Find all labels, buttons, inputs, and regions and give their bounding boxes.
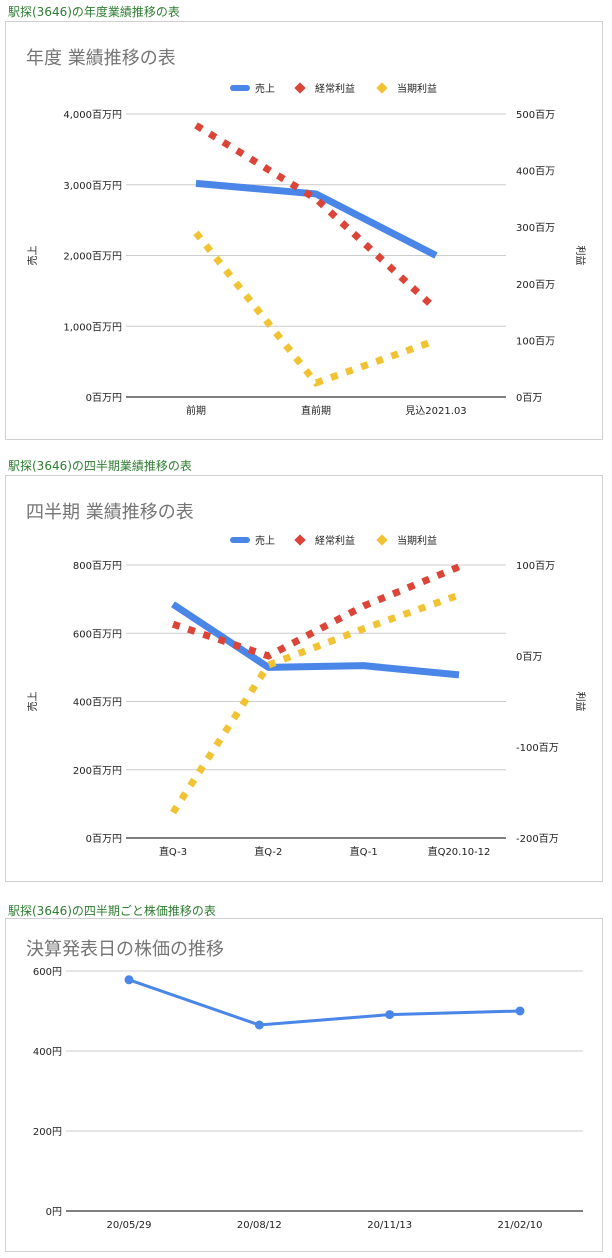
data-point: [254, 1020, 264, 1030]
left-tick-label: 600百万円: [73, 628, 122, 640]
x-tick-label: 20/08/12: [237, 1220, 282, 1231]
left-tick-label: 400百万円: [73, 697, 122, 709]
quarterly-chart-svg: 0百万円 200百万円 400百万円 600百万円 800百万円 -200百万 -100百万…: [26, 534, 587, 858]
annual-chart-svg: 0百万円 1,000百万円 2,000百万円 3,000百万円 4,000百万円 0百万 1…: [26, 82, 587, 417]
legend-swatch: [294, 534, 306, 546]
series-line-当期利益: [193, 230, 438, 387]
series-line-売上: [195, 179, 438, 259]
data-point: [515, 1006, 525, 1016]
quarterly-chart-card: 四半期 業績推移の表 0百万円 200百万円 400百万円 600百万円 800百万円 -…: [5, 475, 603, 882]
stock-chart-card: 決算発表日の株価の推移 0円 200円 400円 600円 20/05/29 20/08/…: [5, 918, 603, 1252]
legend-label: 売上: [255, 82, 275, 95]
left-tick-label: 600円: [33, 967, 62, 978]
x-tick-label: 見込2021.03: [405, 405, 466, 417]
right-axis-title: 利益: [574, 692, 587, 712]
legend-label: 経常利益: [315, 82, 355, 95]
series-line-price: [128, 978, 521, 1027]
left-axis-title: 売上: [26, 246, 39, 266]
annual-chart-card: 年度 業績推移の表 0百万円 1,000百万円 2,000百万円 3,000百万円 4,…: [5, 21, 603, 440]
x-tick-label: 前期: [186, 404, 206, 417]
data-point: [124, 975, 134, 985]
legend-label: 経常利益: [315, 534, 355, 547]
legend-label: 売上: [255, 534, 275, 547]
x-tick-label: 直Q-2: [254, 845, 282, 858]
left-tick-label: 2,000百万円: [63, 251, 122, 263]
right-tick-label: 500百万: [516, 109, 555, 121]
right-axis-title: 利益: [574, 246, 587, 266]
stock-section-heading: 駅探(3646)の四半期ごと株価推移の表: [8, 904, 216, 918]
left-tick-label: 0百万円: [86, 833, 122, 845]
right-tick-label: -100百万: [516, 742, 559, 754]
right-tick-label: 100百万: [516, 560, 555, 572]
x-tick-label: 直Q-1: [350, 845, 378, 858]
x-tick-label: 直Q-3: [159, 845, 187, 858]
x-tick-label: 直前期: [301, 404, 331, 417]
left-tick-label: 3,000百万円: [63, 180, 122, 192]
left-tick-label: 0円: [46, 1207, 62, 1218]
left-tick-label: 200百万円: [73, 765, 122, 777]
stock-chart-svg: 0円 200円 400円 600円 20/05/29 20/08/12 20/11/13 21…: [33, 967, 583, 1231]
x-tick-label: 直Q20.10-12: [428, 845, 491, 858]
left-axis-title: 売上: [26, 692, 39, 712]
right-tick-label: 400百万: [516, 166, 555, 178]
series-line-経常利益: [171, 563, 461, 660]
left-tick-label: 200円: [33, 1127, 62, 1138]
left-tick-label: 4,000百万円: [63, 109, 122, 121]
left-tick-label: 0百万円: [86, 392, 122, 404]
x-tick-label: 21/02/10: [498, 1220, 543, 1231]
legend-label: 当期利益: [397, 534, 437, 547]
quarterly-section-heading: 駅探(3646)の四半期業績推移の表: [8, 459, 192, 473]
right-tick-label: 300百万: [516, 222, 555, 234]
legend-swatch: [294, 82, 306, 94]
legend-label: 当期利益: [397, 82, 437, 95]
left-tick-label: 1,000百万円: [63, 321, 122, 333]
data-point: [385, 1010, 395, 1020]
x-tick-label: 20/05/29: [107, 1220, 152, 1231]
annual-section-heading: 駅探(3646)の年度業績推移の表: [8, 5, 180, 19]
legend-swatch: [376, 82, 388, 94]
right-tick-label: 100百万: [516, 335, 555, 347]
left-tick-label: 800百万円: [73, 560, 122, 572]
series-line-当期利益: [170, 591, 461, 815]
left-tick-label: 400円: [33, 1047, 62, 1058]
right-tick-label: -200百万: [516, 833, 559, 845]
x-tick-label: 20/11/13: [367, 1220, 412, 1231]
right-tick-label: 0百万: [516, 651, 542, 663]
series-line-売上: [171, 601, 460, 679]
chart-title: 四半期 業績推移の表: [26, 502, 194, 523]
legend-swatch: [376, 534, 388, 546]
chart-title: 年度 業績推移の表: [26, 48, 176, 69]
right-tick-label: 200百万: [516, 279, 555, 291]
right-tick-label: 0百万: [516, 392, 542, 404]
chart-title: 決算発表日の株価の推移: [26, 939, 224, 960]
series-line-経常利益: [194, 122, 439, 312]
